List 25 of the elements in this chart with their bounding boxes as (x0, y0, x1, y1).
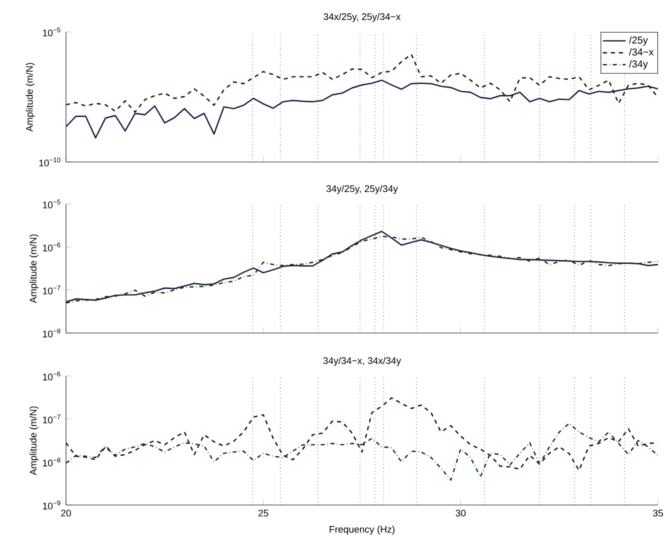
chart-title: 34x/25y, 25y/34−x (324, 13, 401, 22)
y-tick-label: 10$^{−10}$ (39, 158, 60, 166)
y-axis-title: Amplitude (m/N) (26, 62, 35, 132)
y-tick-label: 10$^{−9}$ (43, 500, 60, 510)
chart-title: 34y/34−x, 34x/34y (323, 357, 402, 366)
y-axis-title: Amplitude (m/N) (30, 406, 38, 476)
x-tick-label: 35 (653, 510, 663, 517)
y-axis-title: Amplitude (m/N) (30, 234, 38, 304)
y-tick-label: 10$^{−7}$ (43, 414, 60, 424)
legend-label: /34−x (629, 48, 654, 56)
y-tick-label: 10$^{−5}$ (43, 28, 60, 36)
y-tick-label: 10$^{−8}$ (43, 328, 60, 338)
x-tick-label: 25 (258, 510, 268, 517)
x-tick-label: 30 (456, 510, 466, 517)
y-tick-label: 10$^{−8}$ (43, 458, 60, 466)
y-tick-label: 10$^{−7}$ (43, 286, 60, 294)
x-tick-label: 20 (61, 510, 71, 517)
legend-label: /34y (629, 60, 648, 70)
x-axis-title: Frequency (Hz) (330, 526, 394, 535)
chart-title: 34y/25y, 25y/34y (326, 185, 398, 194)
y-tick-label: 10$^{−5}$ (43, 200, 60, 208)
line-series (66, 80, 658, 139)
legend-label: /25y (629, 36, 648, 46)
y-tick-label: 10$^{−6}$ (43, 242, 60, 252)
y-tick-label: 10$^{−6}$ (43, 372, 60, 380)
